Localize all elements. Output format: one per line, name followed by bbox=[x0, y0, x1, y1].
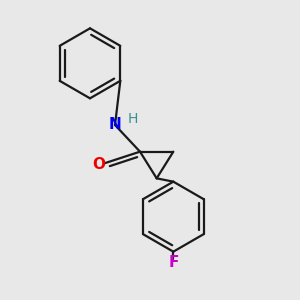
Text: N: N bbox=[109, 118, 122, 133]
Text: O: O bbox=[92, 158, 105, 172]
Text: F: F bbox=[168, 255, 178, 270]
Text: H: H bbox=[127, 112, 137, 126]
